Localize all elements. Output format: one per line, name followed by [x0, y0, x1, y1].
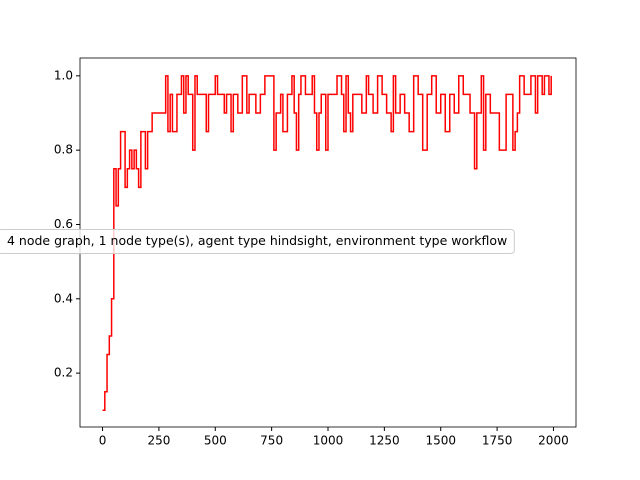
- y-tick-label: 0.4: [54, 291, 73, 305]
- y-tick-label: 1.0: [54, 68, 73, 82]
- x-tick-label: 0: [99, 434, 107, 448]
- y-tick-label: 0.8: [54, 143, 73, 157]
- legend-box: [0, 229, 515, 254]
- legend-label: 4 node graph, 1 node type(s), agent type…: [7, 233, 507, 248]
- data-line: [102, 75, 552, 412]
- y-tick-label: 0.6: [54, 217, 73, 231]
- x-tick-label: 1750: [482, 434, 513, 448]
- x-tick-label: 750: [260, 434, 283, 448]
- x-tick-label: 1000: [313, 434, 344, 448]
- x-tick-label: 1250: [369, 434, 400, 448]
- x-tick-label: 250: [147, 434, 170, 448]
- x-tick-label: 500: [204, 434, 227, 448]
- x-tick-label: 2000: [538, 434, 569, 448]
- x-tick-label: 1500: [425, 434, 456, 448]
- y-tick-label: 0.2: [54, 366, 73, 380]
